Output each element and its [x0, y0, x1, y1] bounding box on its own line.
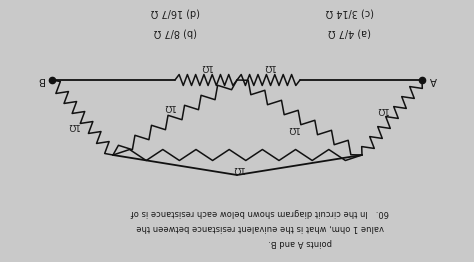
Text: (d) 16/7 Ω: (d) 16/7 Ω — [150, 8, 200, 18]
Text: 1Ω: 1Ω — [287, 124, 299, 133]
Text: 1Ω: 1Ω — [231, 163, 244, 172]
Text: 1Ω: 1Ω — [162, 102, 174, 111]
Text: (b) 8/7 Ω: (b) 8/7 Ω — [154, 28, 197, 38]
Text: value 1 ohm, what is the euivalent resistance between the: value 1 ohm, what is the euivalent resis… — [136, 223, 384, 232]
Text: points A and B.: points A and B. — [268, 238, 332, 248]
Text: A: A — [430, 75, 437, 85]
Text: 1Ω: 1Ω — [375, 105, 388, 114]
Text: 1Ω: 1Ω — [200, 63, 212, 72]
Text: 1Ω: 1Ω — [66, 121, 79, 130]
Text: (c) 3/14 Ω: (c) 3/14 Ω — [326, 8, 374, 18]
Text: B: B — [37, 75, 44, 85]
Text: (a) 4/7 Ω: (a) 4/7 Ω — [328, 28, 372, 38]
Text: 1Ω: 1Ω — [262, 63, 275, 72]
Text: 60.   In the circuit diagram shown below each resistance is of: 60. In the circuit diagram shown below e… — [131, 208, 389, 216]
